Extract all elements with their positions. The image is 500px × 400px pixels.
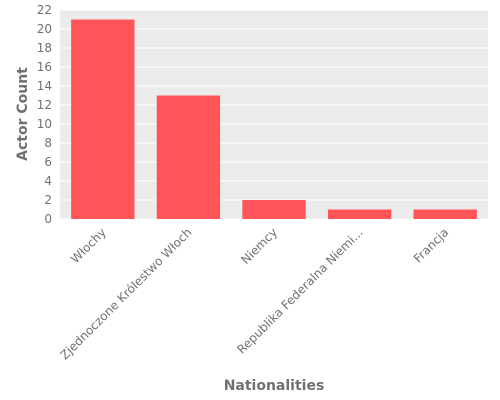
y-axis-title: Actor Count bbox=[15, 67, 31, 161]
y-tick-label: 22 bbox=[37, 3, 52, 17]
y-axis-ticks: 0 2 4 6 8 10 12 14 16 18 20 22 bbox=[37, 3, 52, 226]
bar bbox=[413, 209, 477, 219]
y-tick-label: 16 bbox=[37, 60, 52, 74]
y-tick-label: 18 bbox=[37, 41, 52, 55]
bars bbox=[71, 19, 477, 219]
bar bbox=[156, 95, 221, 219]
x-tick-label: Niemcy bbox=[238, 225, 280, 267]
bar bbox=[327, 209, 392, 219]
y-tick-label: 14 bbox=[37, 79, 52, 93]
x-tick-label: Francja bbox=[411, 225, 451, 265]
y-tick-label: 4 bbox=[44, 174, 52, 188]
y-tick-label: 10 bbox=[37, 117, 52, 131]
y-tick-label: 0 bbox=[44, 212, 52, 226]
y-tick-label: 12 bbox=[37, 98, 52, 112]
x-axis-title: Nationalities bbox=[224, 378, 325, 394]
y-tick-label: 8 bbox=[44, 136, 52, 150]
x-tick-label: Włochy bbox=[68, 225, 109, 266]
y-tick-label: 2 bbox=[44, 193, 52, 207]
y-tick-label: 20 bbox=[37, 22, 52, 36]
y-tick-label: 6 bbox=[44, 155, 52, 169]
bar bbox=[71, 19, 135, 219]
bar bbox=[242, 200, 306, 219]
